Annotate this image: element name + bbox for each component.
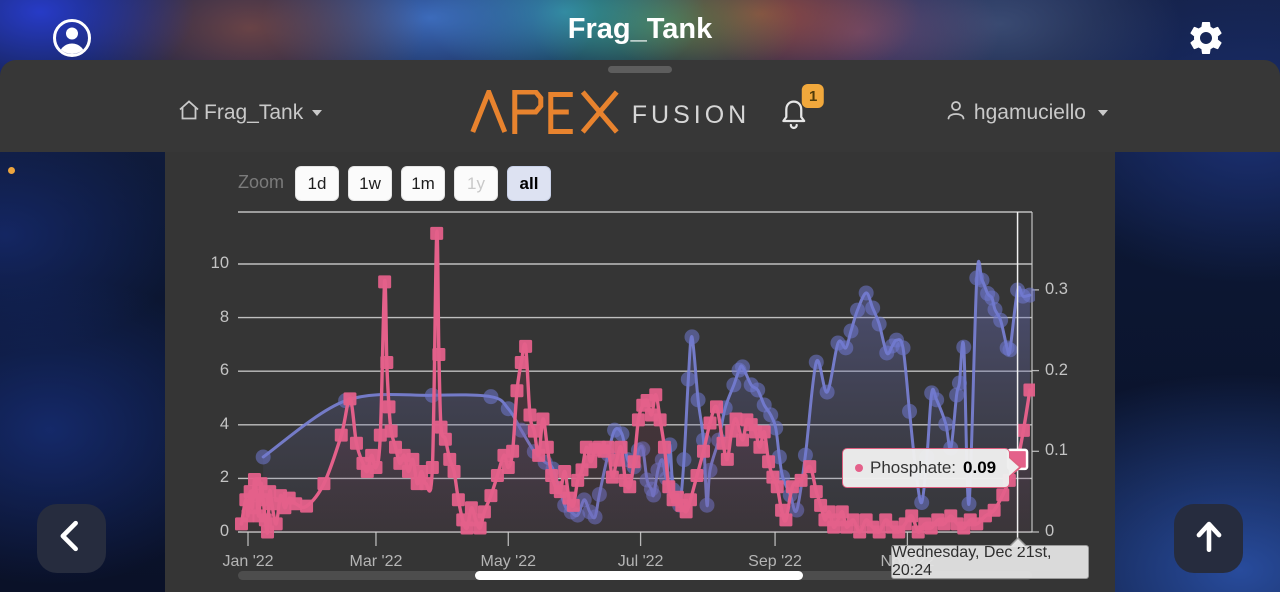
person-icon	[944, 98, 968, 128]
tank-selector-dropdown[interactable]: Frag_Tank	[177, 98, 323, 128]
home-icon	[177, 98, 201, 128]
series-Phosphate	[235, 226, 1035, 539]
tooltip-series-label: Phosphate:	[870, 458, 957, 477]
chart-panel: Zoom 1d 1w 1m 1y all 0 2 4 6 8 10 0 0.1 0.2 0.3 …	[165, 152, 1115, 592]
x-axis-tick-label: Mar '22	[349, 553, 403, 570]
tooltip-value: 0.09	[963, 458, 997, 477]
x-axis-tick-label: Jan '22	[222, 553, 274, 570]
zoom-label: Zoom	[238, 172, 285, 192]
notification-count-badge: 1	[802, 84, 825, 108]
left-axis-tick-label: 4	[219, 414, 229, 433]
zoom-1m-button[interactable]: 1m	[401, 166, 445, 201]
zoom-1y-button[interactable]: 1y	[454, 166, 498, 201]
avatar-button[interactable]	[52, 18, 92, 58]
right-axis-tick-label: 0.1	[1045, 441, 1068, 460]
zoom-range-buttons: 1d 1w 1m 1y all	[295, 166, 551, 201]
arrow-up-icon	[1187, 514, 1231, 563]
right-axis-tick-label: 0.2	[1045, 360, 1068, 379]
scroll-to-top-button[interactable]	[1174, 504, 1243, 573]
left-axis-tick-label: 10	[210, 254, 229, 272]
back-button[interactable]	[37, 504, 106, 573]
left-axis-tick-label: 2	[219, 468, 229, 487]
settings-button[interactable]	[1186, 18, 1226, 58]
tank-selector-label: Frag_Tank	[204, 101, 304, 124]
notifications-button[interactable]: 1	[778, 84, 825, 134]
series-tooltip: Phosphate: 0.09	[842, 448, 1022, 488]
nav-bar	[0, 60, 1280, 152]
username-label: hgamuciello	[973, 101, 1086, 124]
fusion-logo-text: FUSION	[631, 100, 751, 129]
x-axis-tick-label: May '22	[480, 553, 537, 570]
right-axis-tick-label: 0	[1045, 522, 1055, 540]
zoom-1w-button[interactable]: 1w	[348, 166, 392, 201]
page-title: Frag_Tank	[567, 13, 713, 45]
left-axis-tick-label: 8	[219, 307, 229, 326]
tooltip-arrow	[1009, 458, 1019, 476]
drag-handle[interactable]	[608, 66, 672, 73]
apex-logo	[470, 85, 622, 140]
chart-scrollbar-thumb[interactable]	[475, 571, 803, 580]
zoom-all-button[interactable]: all	[507, 166, 551, 201]
user-menu-dropdown[interactable]: hgamuciello	[944, 98, 1108, 128]
chevron-left-icon	[50, 514, 94, 563]
left-axis-tick-label: 6	[219, 361, 229, 380]
gear-icon	[1186, 21, 1226, 62]
date-tooltip-notch	[1010, 538, 1026, 547]
chevron-down-icon	[1098, 110, 1108, 116]
right-axis-tick-label: 0.3	[1045, 279, 1068, 298]
x-axis-tick-label: Jul '22	[617, 553, 664, 570]
user-avatar-icon	[52, 19, 92, 62]
zoom-1d-button[interactable]: 1d	[295, 166, 339, 201]
edge-notification-dot	[8, 167, 15, 174]
date-tooltip: Wednesday, Dec 21st, 20:24	[891, 537, 1089, 579]
phosphate-bullet-icon	[855, 464, 863, 472]
x-axis-tick-label: Sep '22	[748, 553, 802, 570]
chart-canvas[interactable]	[165, 152, 1115, 592]
chevron-down-icon	[312, 110, 323, 116]
left-axis-tick-label: 0	[219, 522, 229, 540]
date-tooltip-text: Wednesday, Dec 21st, 20:24	[892, 544, 1052, 579]
logo-group: FUSION 1	[470, 84, 825, 140]
